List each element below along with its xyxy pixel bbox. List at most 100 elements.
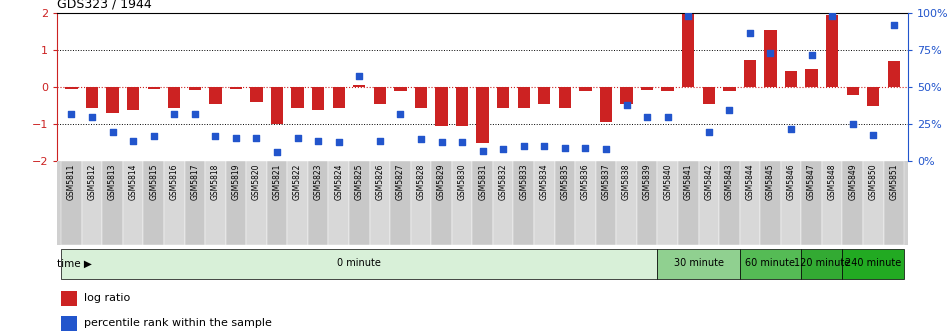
Point bbox=[536, 144, 552, 149]
Bar bbox=[805, 69, 818, 87]
Point bbox=[434, 139, 449, 145]
Bar bbox=[230, 87, 243, 89]
Point bbox=[146, 133, 162, 139]
Bar bbox=[657, 249, 740, 279]
Bar bbox=[168, 87, 181, 108]
Point bbox=[166, 111, 182, 117]
Point bbox=[886, 23, 902, 28]
Point bbox=[660, 114, 675, 120]
Point bbox=[495, 147, 511, 152]
Bar bbox=[291, 87, 303, 108]
Point bbox=[516, 144, 532, 149]
Bar bbox=[390, 161, 411, 245]
Bar bbox=[82, 161, 103, 245]
Point bbox=[455, 139, 470, 145]
Bar bbox=[514, 161, 534, 245]
Text: GSM5851: GSM5851 bbox=[889, 164, 899, 200]
Bar bbox=[312, 87, 324, 110]
Text: GSM5835: GSM5835 bbox=[560, 164, 570, 201]
Bar bbox=[147, 87, 160, 89]
Bar bbox=[802, 161, 822, 245]
Bar bbox=[184, 161, 205, 245]
Bar bbox=[740, 249, 802, 279]
Text: GSM5834: GSM5834 bbox=[540, 164, 549, 201]
Text: GSM5844: GSM5844 bbox=[746, 164, 754, 201]
Text: GSM5826: GSM5826 bbox=[376, 164, 384, 200]
Point bbox=[681, 14, 696, 19]
Point bbox=[845, 122, 861, 127]
Bar bbox=[66, 87, 78, 89]
Bar bbox=[558, 87, 571, 108]
Point bbox=[639, 114, 654, 120]
Text: percentile rank within the sample: percentile rank within the sample bbox=[85, 319, 272, 328]
Text: GSM5845: GSM5845 bbox=[766, 164, 775, 201]
Text: GSM5847: GSM5847 bbox=[807, 164, 816, 201]
Bar bbox=[682, 14, 694, 87]
Text: GSM5842: GSM5842 bbox=[705, 164, 713, 200]
Point bbox=[825, 14, 840, 19]
Point bbox=[393, 111, 408, 117]
Text: GSM5824: GSM5824 bbox=[334, 164, 343, 200]
Point bbox=[619, 102, 634, 108]
Bar bbox=[843, 249, 904, 279]
Bar bbox=[436, 87, 448, 126]
Text: GSM5822: GSM5822 bbox=[293, 164, 302, 200]
Point bbox=[414, 136, 429, 142]
Point bbox=[557, 145, 573, 151]
Bar bbox=[333, 87, 345, 108]
Bar bbox=[740, 161, 760, 245]
Text: GSM5821: GSM5821 bbox=[273, 164, 281, 200]
Point bbox=[105, 129, 120, 134]
Bar bbox=[863, 161, 883, 245]
Bar bbox=[86, 87, 98, 108]
Point bbox=[743, 30, 758, 35]
Bar bbox=[719, 161, 740, 245]
Bar bbox=[887, 61, 900, 87]
Point bbox=[352, 73, 367, 78]
Bar bbox=[246, 161, 267, 245]
Bar bbox=[370, 161, 390, 245]
Bar bbox=[473, 161, 493, 245]
Text: GSM5840: GSM5840 bbox=[663, 164, 672, 201]
Bar bbox=[867, 87, 880, 106]
Bar bbox=[595, 161, 616, 245]
Text: 0 minute: 0 minute bbox=[338, 258, 381, 268]
Text: GSM5811: GSM5811 bbox=[67, 164, 76, 200]
Text: GSM5829: GSM5829 bbox=[437, 164, 446, 200]
Bar bbox=[308, 161, 328, 245]
Bar bbox=[205, 161, 225, 245]
Text: GSM5833: GSM5833 bbox=[519, 164, 528, 201]
Bar bbox=[164, 161, 184, 245]
Text: GSM5819: GSM5819 bbox=[231, 164, 241, 200]
Bar bbox=[250, 87, 262, 102]
Point bbox=[598, 147, 613, 152]
Bar bbox=[802, 249, 843, 279]
Bar bbox=[61, 249, 657, 279]
Bar bbox=[620, 87, 632, 104]
Bar bbox=[760, 161, 781, 245]
Text: GSM5850: GSM5850 bbox=[869, 164, 878, 201]
Bar bbox=[678, 161, 698, 245]
Point bbox=[578, 145, 593, 151]
Bar bbox=[123, 161, 144, 245]
Text: 120 minute: 120 minute bbox=[794, 258, 850, 268]
Bar bbox=[107, 87, 119, 113]
Text: GDS323 / 1944: GDS323 / 1944 bbox=[57, 0, 152, 11]
Point bbox=[207, 133, 223, 139]
Bar bbox=[657, 161, 678, 245]
Bar bbox=[765, 30, 777, 87]
Bar bbox=[271, 87, 283, 124]
Text: GSM5838: GSM5838 bbox=[622, 164, 631, 200]
Bar bbox=[395, 87, 407, 91]
Bar bbox=[61, 291, 77, 306]
Text: GSM5818: GSM5818 bbox=[211, 164, 220, 200]
Text: GSM5828: GSM5828 bbox=[417, 164, 425, 200]
Bar bbox=[883, 161, 904, 245]
Text: time ▶: time ▶ bbox=[57, 259, 92, 269]
Text: 240 minute: 240 minute bbox=[845, 258, 902, 268]
Text: GSM5815: GSM5815 bbox=[149, 164, 158, 200]
Bar bbox=[415, 87, 427, 108]
Text: GSM5831: GSM5831 bbox=[478, 164, 487, 200]
Point bbox=[126, 138, 141, 143]
Bar bbox=[723, 87, 735, 91]
